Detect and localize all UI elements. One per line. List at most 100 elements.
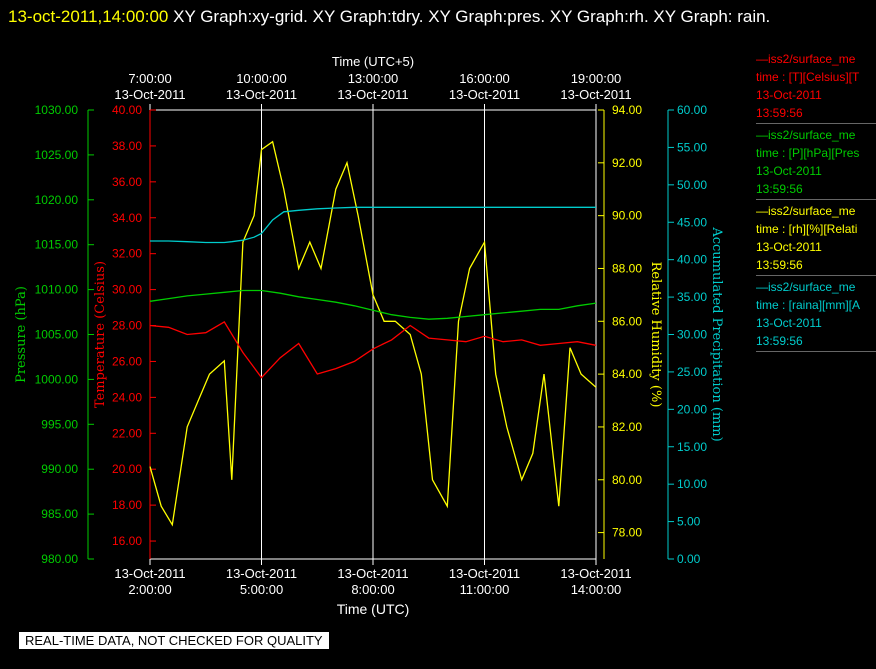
x-top-tick-time: 10:00:00 <box>236 71 287 86</box>
rain-tick-label: 55.00 <box>677 140 707 154</box>
x-top-tick-date: 13-Oct-2011 <box>337 87 408 102</box>
temperature-tick-label: 26.00 <box>112 354 142 368</box>
temperature-tick-label: 20.00 <box>112 462 142 476</box>
rain-tick-label: 45.00 <box>677 215 707 229</box>
x-tick-date: 13-Oct-2011 <box>560 566 631 581</box>
x-top-tick-date: 13-Oct-2011 <box>449 87 520 102</box>
pressure-tick-label: 1015.00 <box>35 238 79 252</box>
rain-tick-label: 25.00 <box>677 365 707 379</box>
x-top-tick-date: 13-Oct-2011 <box>560 87 631 102</box>
rain-tick-label: 50.00 <box>677 178 707 192</box>
temperature-tick-label: 22.00 <box>112 426 142 440</box>
x-tick-time: 5:00:00 <box>240 582 283 597</box>
legend-var: time : [raina][mm][A <box>756 298 861 312</box>
rain-series-line <box>150 206 596 244</box>
humidity-tick-label: 80.00 <box>612 473 642 487</box>
rain-tick-label: 60.00 <box>677 103 707 117</box>
x-top-tick-date: 13-Oct-2011 <box>226 87 297 102</box>
legend-name: —iss2/surface_me <box>756 128 856 142</box>
x-tick-date: 13-Oct-2011 <box>449 566 520 581</box>
pressure-tick-label: 995.00 <box>41 417 78 431</box>
rain-tick-label: 35.00 <box>677 290 707 304</box>
rain-tick-label: 20.00 <box>677 402 707 416</box>
rain-tick-label: 15.00 <box>677 440 707 454</box>
x-axis-label: Time (UTC) <box>337 601 410 617</box>
temperature-axis-label: Temperature (Celsius) <box>93 261 108 408</box>
x-tick-date: 13-Oct-2011 <box>114 566 185 581</box>
legend-var: time : [P][hPa][Pres <box>756 146 860 160</box>
legend-var: time : [rh][%][Relati <box>756 222 858 236</box>
pressure-axis-label: Pressure (hPa) <box>14 286 29 383</box>
rain-axis-label: Accumulated Precipitation (mm) <box>709 226 724 441</box>
legend-date: 13-Oct-2011 <box>756 240 822 254</box>
x-top-tick-time: 13:00:00 <box>348 71 399 86</box>
temperature-series-line <box>149 321 597 379</box>
temperature-tick-label: 38.00 <box>112 139 142 153</box>
temperature-tick-label: 34.00 <box>112 211 142 225</box>
rain-tick-label: 10.00 <box>677 477 707 491</box>
legend-time: 13:59:56 <box>756 182 803 196</box>
legend-date: 13-Oct-2011 <box>756 88 822 102</box>
pressure-tick-label: 990.00 <box>41 462 78 476</box>
quality-warning: REAL-TIME DATA, NOT CHECKED FOR QUALITY <box>19 632 329 649</box>
legend-name: —iss2/surface_me <box>756 280 856 294</box>
x-tick-time: 2:00:00 <box>128 582 171 597</box>
temperature-tick-label: 36.00 <box>112 175 142 189</box>
graph-header: 13-oct-2011,14:00:00 XY Graph:xy-grid. X… <box>8 2 868 31</box>
humidity-tick-label: 88.00 <box>612 261 642 275</box>
pressure-series-line <box>149 289 597 320</box>
x-top-tick-time: 7:00:00 <box>128 71 171 86</box>
legend: —iss2/surface_me time : [T][Celsius][T 13-… <box>756 50 876 354</box>
legend-time: 13:59:56 <box>756 258 803 272</box>
pressure-tick-label: 1000.00 <box>35 372 79 386</box>
humidity-tick-label: 94.00 <box>612 103 642 117</box>
legend-date: 13-Oct-2011 <box>756 164 822 178</box>
pressure-tick-label: 980.00 <box>41 552 78 566</box>
legend-name: —iss2/surface_me <box>756 52 856 66</box>
legend-time: 13:59:56 <box>756 106 803 120</box>
rain-tick-label: 40.00 <box>677 253 707 267</box>
humidity-tick-label: 84.00 <box>612 367 642 381</box>
rain-tick-label: 0.00 <box>677 552 701 566</box>
humidity-tick-label: 92.00 <box>612 156 642 170</box>
x-top-tick-date: 13-Oct-2011 <box>114 87 185 102</box>
temperature-tick-label: 32.00 <box>112 247 142 261</box>
temperature-tick-label: 16.00 <box>112 534 142 548</box>
x-tick-time: 14:00:00 <box>571 582 622 597</box>
header-timestamp: 13-oct-2011,14:00:00 <box>8 7 169 26</box>
pressure-tick-label: 1005.00 <box>35 328 79 342</box>
humidity-tick-label: 86.00 <box>612 314 642 328</box>
x-tick-date: 13-Oct-2011 <box>226 566 297 581</box>
legend-name: —iss2/surface_me <box>756 204 856 218</box>
x-tick-time: 11:00:00 <box>460 582 510 597</box>
temperature-tick-label: 24.00 <box>112 390 142 404</box>
x-top-tick-time: 16:00:00 <box>459 71 510 86</box>
legend-var: time : [T][Celsius][T <box>756 70 860 84</box>
x-tick-date: 13-Oct-2011 <box>337 566 408 581</box>
humidity-tick-label: 82.00 <box>612 420 642 434</box>
humidity-series-line <box>149 140 597 527</box>
legend-date: 13-Oct-2011 <box>756 316 822 330</box>
humidity-axis-label: Relative Humidity (%) <box>648 262 663 408</box>
rain-tick-label: 5.00 <box>677 515 701 529</box>
pressure-tick-label: 1010.00 <box>35 283 79 297</box>
pressure-tick-label: 985.00 <box>41 507 78 521</box>
header-title: XY Graph:xy-grid. XY Graph:tdry. XY Grap… <box>173 7 771 26</box>
temperature-tick-label: 18.00 <box>112 498 142 512</box>
temperature-tick-label: 40.00 <box>112 103 142 117</box>
humidity-tick-label: 78.00 <box>612 526 642 540</box>
pressure-tick-label: 1030.00 <box>35 103 79 117</box>
temperature-tick-label: 30.00 <box>112 283 142 297</box>
x-top-axis-label: Time (UTC+5) <box>332 54 414 69</box>
humidity-tick-label: 90.00 <box>612 209 642 223</box>
legend-time: 13:59:56 <box>756 334 803 348</box>
rain-tick-label: 30.00 <box>677 328 707 342</box>
pressure-tick-label: 1025.00 <box>35 148 79 162</box>
x-tick-time: 8:00:00 <box>351 582 394 597</box>
pressure-tick-label: 1020.00 <box>35 193 79 207</box>
